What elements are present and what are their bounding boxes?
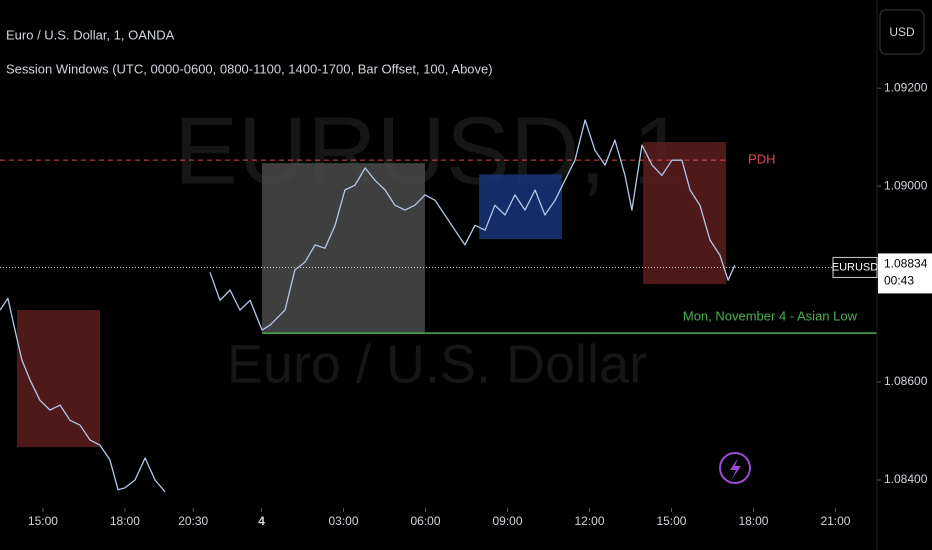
watermark: EURUSD, 1 Euro / U.S. Dollar xyxy=(174,97,686,394)
currency-label[interactable]: USD xyxy=(889,25,915,39)
x-tick-label: 20:30 xyxy=(178,514,208,528)
session-box xyxy=(643,142,727,285)
watermark-symbol: EURUSD, 1 xyxy=(174,97,686,204)
x-tick-label: 12:00 xyxy=(574,514,604,528)
y-tick-label: 1.08600 xyxy=(884,374,928,388)
session-box xyxy=(16,310,101,448)
session-box xyxy=(262,163,425,334)
plot-area: PDH Mon, November 4 - Asian Low xyxy=(0,119,877,493)
alert-icon-bolt xyxy=(730,458,741,479)
watermark-name: Euro / U.S. Dollar xyxy=(227,334,647,394)
y-tick-label: 1.09200 xyxy=(884,80,928,94)
x-tick-label: 4 xyxy=(258,514,265,528)
x-tick-label: 18:00 xyxy=(738,514,768,528)
alert-icon[interactable] xyxy=(719,452,751,484)
level-label: Mon, November 4 - Asian Low xyxy=(683,309,858,324)
y-tick-label: 1.08400 xyxy=(884,472,928,486)
session-box xyxy=(479,174,562,240)
symbol-tag xyxy=(832,256,878,278)
currency-button[interactable] xyxy=(879,9,925,55)
symbol-tag-label: EURUSD xyxy=(832,261,879,273)
y-tick-label: 1.09000 xyxy=(884,178,928,192)
x-tick-label: 06:00 xyxy=(411,514,441,528)
x-tick-label: 15:00 xyxy=(28,514,58,528)
x-tick-label: 15:00 xyxy=(656,514,686,528)
indicator-label: Session Windows (UTC, 0000-0600, 0800-11… xyxy=(6,61,493,76)
price-tag-label: 1.08834 xyxy=(884,257,928,271)
x-tick-label: 21:00 xyxy=(820,514,850,528)
chart-title: Euro / U.S. Dollar, 1, OANDA xyxy=(6,27,175,42)
countdown-label: 00:43 xyxy=(884,274,914,288)
x-tick-label: 09:00 xyxy=(492,514,522,528)
price-tag xyxy=(878,253,932,294)
x-tick-label: 18:00 xyxy=(110,514,140,528)
level-label: PDH xyxy=(748,152,775,167)
price-line xyxy=(0,119,736,493)
x-tick-label: 03:00 xyxy=(329,514,359,528)
